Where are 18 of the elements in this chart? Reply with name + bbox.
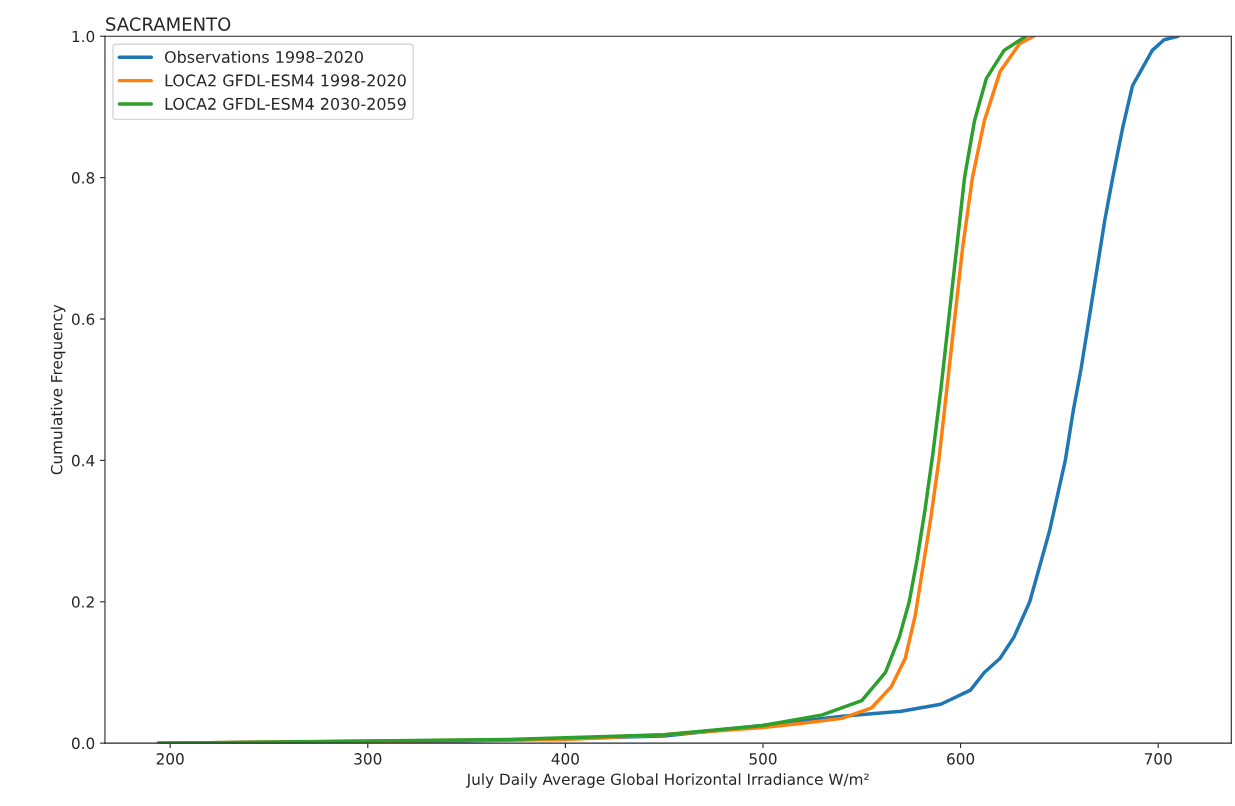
x-tick-label: 500 [749,753,777,765]
x-axis-title: July Daily Average Global Horizontal Irradiance W/m² [465,773,869,788]
y-tick-label: 0.0 [71,737,95,750]
y-tick-label: 0.8 [71,172,95,184]
x-tick-label: 700 [1144,753,1172,765]
x-tick-label: 200 [156,753,184,765]
y-tick-label: 1.0 [72,30,95,43]
y-tick-label: 0.4 [71,454,95,467]
legend-label: LOCA2 GFDL-ESM4 2030-2059 [165,97,406,110]
x-tick-label: 600 [947,753,975,765]
legend-label: Observations 1998–2020 [164,50,363,64]
y-tick-label: 0.2 [71,596,94,608]
y-tick-label: 0.6 [71,313,95,326]
legend-label: LOCA2 GFDL-ESM4 1998-2020 [165,74,406,87]
x-tick-label: 400 [551,753,579,765]
y-axis-title: Cumulative Frequency [50,304,66,475]
chart-title: SACRAMENTO [106,17,231,31]
x-tick-label: 300 [354,753,382,765]
